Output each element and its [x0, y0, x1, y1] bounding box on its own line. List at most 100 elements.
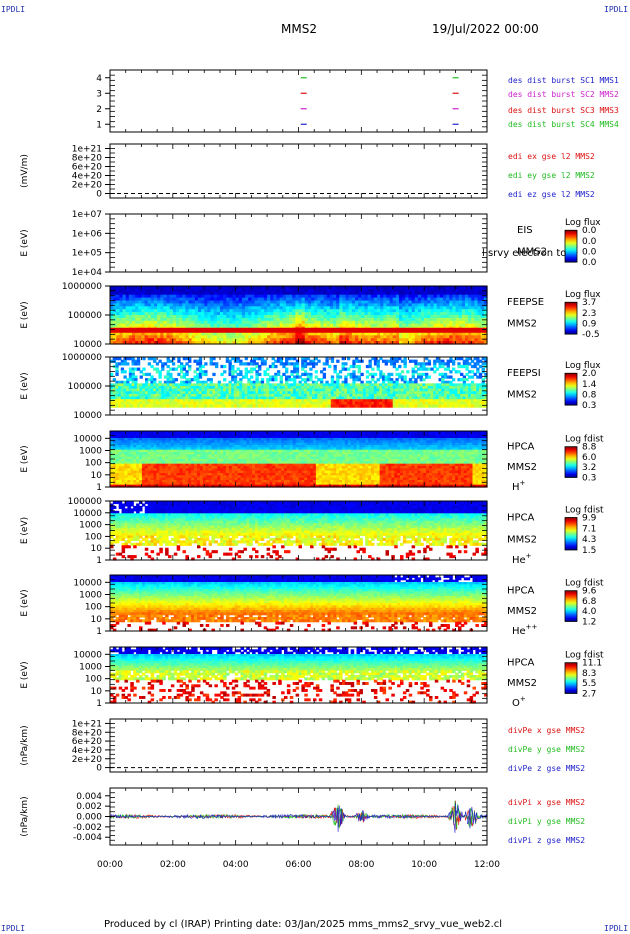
spectrogram-cell [342, 291, 347, 296]
spectrogram-cell [254, 297, 259, 302]
spectrogram-cell [188, 317, 193, 322]
spectrogram-cell [144, 315, 149, 319]
spectrogram-cell [471, 338, 476, 342]
spectrogram-cell [427, 401, 432, 406]
spectrogram-cell [254, 309, 259, 313]
spectrogram-cell [110, 309, 114, 313]
spectrogram-cell [329, 341, 334, 345]
spectrogram-cell [157, 332, 161, 336]
spectrogram-cell [190, 401, 195, 406]
spectrogram-cell [169, 323, 174, 328]
spectrogram-cell [411, 332, 416, 336]
spectrogram-cell [271, 401, 275, 406]
spectrogram-cell [399, 309, 403, 313]
spectrogram-cell [360, 396, 364, 400]
spectrogram-cell [364, 323, 369, 328]
spectrogram-cell [430, 401, 434, 406]
spectrogram-cell [228, 396, 232, 400]
spectrogram-cell [468, 386, 472, 390]
spectrogram-cell [169, 300, 174, 304]
spectrogram-cell [480, 338, 485, 342]
spectrogram-cell [298, 393, 302, 398]
spectrogram-cell [241, 332, 246, 336]
spectrogram-cell [220, 383, 224, 387]
spectrogram-cell [478, 396, 483, 400]
spectrogram-cell [443, 388, 448, 392]
spectrogram-cell [153, 383, 157, 387]
spectrogram-cell [145, 386, 149, 390]
spectrogram-cell [422, 364, 426, 369]
spectrogram-cell [285, 378, 289, 382]
spectrogram-cell [179, 303, 183, 307]
spectrogram-cell [223, 386, 227, 390]
spectrogram-cell [204, 315, 208, 319]
spectrogram-cell [193, 386, 197, 390]
spectrogram-cell [169, 383, 173, 387]
spectrogram-cell [458, 303, 463, 307]
spectrogram-cell [336, 383, 340, 387]
spectrogram-cell [223, 320, 227, 325]
spectrogram-cell [452, 323, 457, 328]
spectrogram-cell [252, 383, 257, 387]
spectrogram-cell [233, 401, 238, 406]
spectrogram-cell [185, 317, 190, 322]
spectrogram-cell [135, 317, 139, 322]
spectrogram-cell [368, 386, 372, 390]
spectrogram-cell [145, 404, 149, 408]
spectrogram-cell [226, 300, 230, 304]
spectrogram-cell [328, 388, 332, 392]
spectrogram-cell [443, 362, 448, 366]
spectrogram-cell [390, 404, 394, 408]
spectrogram-cell [285, 375, 289, 379]
spectrogram-cell [138, 300, 143, 304]
spectrogram-cell [330, 380, 335, 384]
spectrogram-cell [376, 378, 380, 382]
spectrogram-cell [118, 404, 122, 408]
spectrogram-cell [449, 383, 453, 387]
spectrogram-cell [474, 303, 479, 307]
spectrogram-cell [352, 388, 356, 392]
spectrogram-cell [439, 300, 444, 304]
spectrogram-cell [204, 401, 208, 406]
spectrogram-cell [408, 286, 413, 290]
spectrogram-cell [144, 312, 149, 316]
spectrogram-cell [414, 362, 418, 366]
spectrogram-cell [175, 303, 180, 307]
spectrogram-cell [198, 401, 203, 406]
spectrogram-cell [451, 404, 456, 408]
spectrogram-cell [425, 401, 429, 406]
spectrogram-cell [263, 388, 267, 392]
spectrogram-cell [112, 484, 117, 488]
colorbar-tick-feepsi: 2.0 [582, 369, 597, 379]
spectrogram-cell [465, 372, 469, 377]
spectrogram-cell [311, 380, 316, 384]
spectrogram-cell [231, 375, 235, 379]
spectrogram-cell [361, 317, 366, 322]
side-label-feepse-1: MMS2 [507, 319, 537, 330]
spectrogram-cell [163, 396, 168, 400]
spectrogram-cell [115, 459, 120, 462]
spectrogram-cell [141, 286, 146, 290]
spectrogram-cell [402, 294, 406, 299]
spectrogram-cell [468, 320, 472, 325]
spectrogram-cell [131, 359, 135, 363]
spectrogram-cell [116, 306, 121, 310]
spectrogram-cell [267, 291, 271, 296]
spectrogram-cell [400, 383, 405, 387]
spectrogram-cell [180, 375, 184, 379]
spectrogram-cell [285, 367, 289, 371]
spectrogram-cell [358, 306, 362, 310]
spectrogram-cell [425, 388, 429, 392]
spectrogram-cell [166, 320, 171, 325]
spectrogram-cell [361, 323, 366, 328]
spectrogram-cell [483, 286, 488, 290]
spectrogram-cell [438, 401, 442, 406]
spectrogram-cell [352, 378, 356, 382]
spectrogram-cell [405, 288, 410, 293]
spectrogram-cell [320, 320, 325, 325]
spectrogram-cell [458, 306, 463, 310]
spectrogram-cell [365, 370, 370, 374]
spectrogram-cell [430, 297, 435, 302]
spectrogram-cell [483, 320, 488, 325]
spectrogram-cell [295, 359, 300, 363]
